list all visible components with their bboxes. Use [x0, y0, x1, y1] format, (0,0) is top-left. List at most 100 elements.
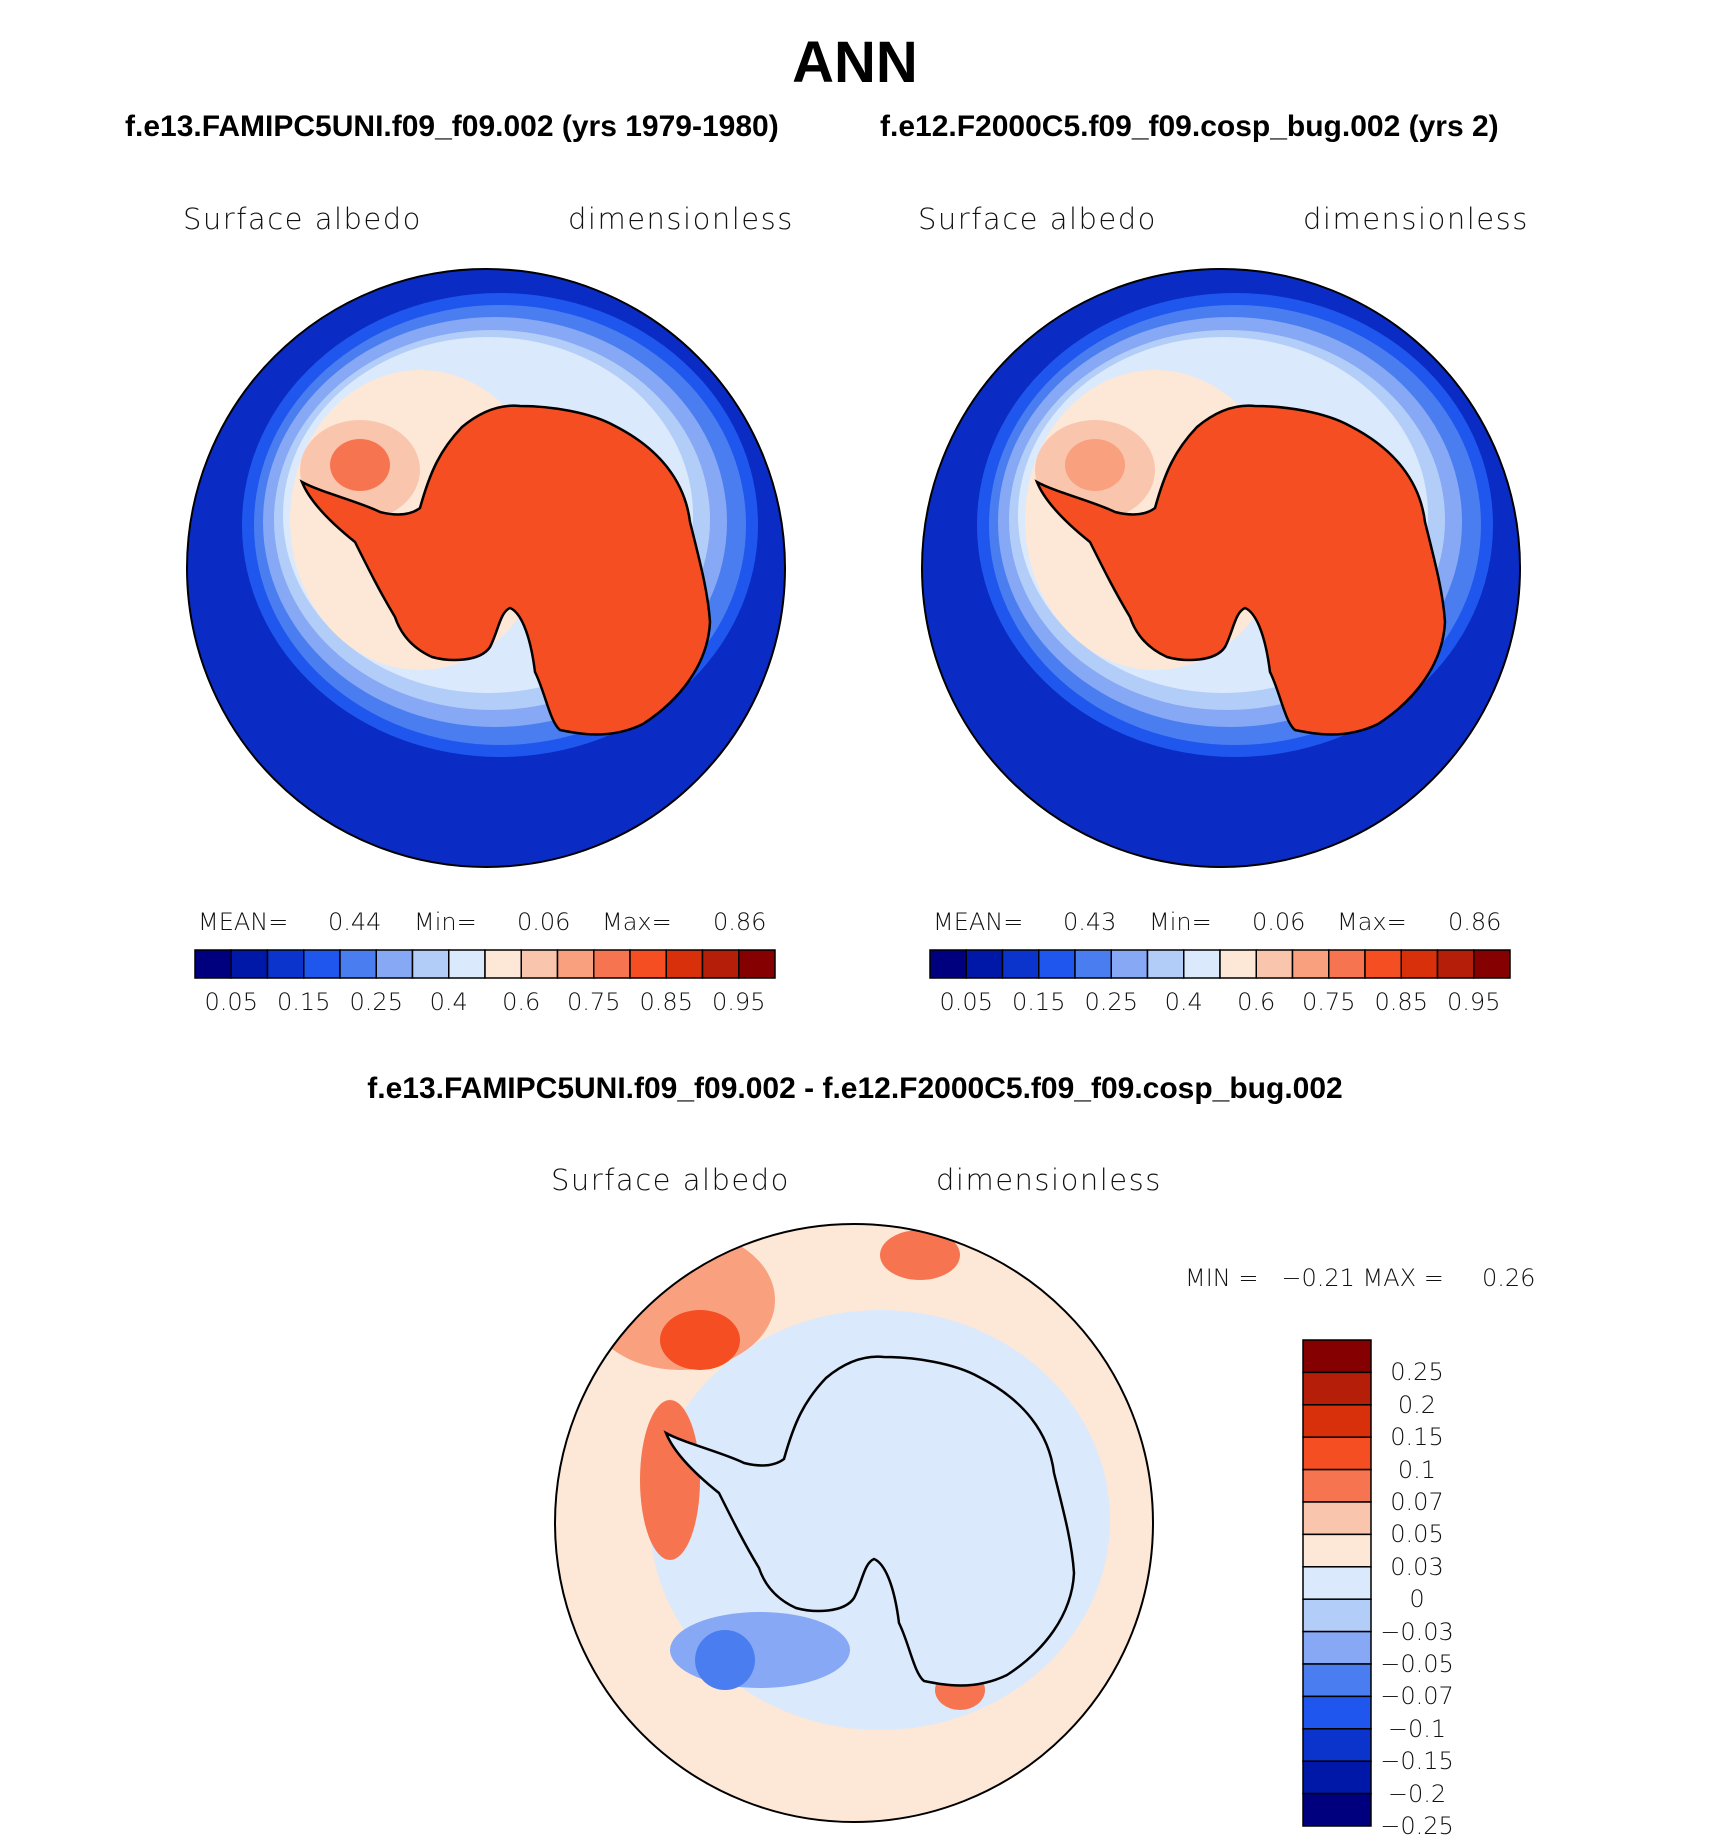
- diff-map: [554, 1223, 1154, 1823]
- colorbar-swatch: [929, 949, 967, 979]
- colorbar-swatch: [411, 949, 450, 979]
- colorbar-swatch: [1302, 1760, 1372, 1795]
- colorbar-swatch: [375, 949, 414, 979]
- panel-2-min-label: Min=: [1149, 908, 1212, 936]
- colorbar-swatch: [1038, 949, 1076, 979]
- diff-minmax: MIN = −0.21 MAX = 0.26: [1185, 1264, 1536, 1292]
- colorbar-swatch: [1302, 1436, 1372, 1471]
- panel-1-colorbar: [194, 949, 776, 979]
- panel-2-max-value: 0.86: [1448, 908, 1502, 936]
- colorbar-tick-label: 0.15: [1012, 988, 1066, 1016]
- colorbar-swatch: [665, 949, 704, 979]
- panel-1-min-value: 0.06: [517, 908, 571, 936]
- main-title: ANN: [792, 30, 918, 95]
- diff-colorbar: [1302, 1339, 1372, 1827]
- colorbar-swatch: [339, 949, 377, 979]
- colorbar-tick-label: 0.85: [639, 988, 693, 1016]
- panel-2-max-label: Max=: [1337, 908, 1407, 936]
- panel-1-mean-value: 0.44: [328, 908, 382, 936]
- colorbar-tick-label: 0.03: [1390, 1552, 1444, 1581]
- colorbar-swatch: [1400, 949, 1439, 979]
- colorbar-swatch: [1302, 1792, 1372, 1827]
- colorbar-swatch: [1302, 1695, 1372, 1730]
- colorbar-swatch: [1291, 949, 1330, 979]
- panel-1-case-title: f.e13.FAMIPC5UNI.f09_f09.002 (yrs 1979-1…: [125, 110, 779, 143]
- panel-1-variable: Surface albedo: [183, 202, 422, 236]
- colorbar-swatch: [1302, 1533, 1372, 1568]
- colorbar-tick-label: 0.25: [1390, 1358, 1444, 1387]
- panel-2-units: dimensionless: [1303, 202, 1529, 236]
- colorbar-swatch: [1302, 1598, 1372, 1633]
- colorbar-swatch: [1146, 949, 1185, 979]
- colorbar-tick-label: 0.6: [1237, 988, 1276, 1016]
- panel-2-map: [921, 268, 1521, 868]
- colorbar-tick-label: 0.75: [567, 988, 621, 1016]
- colorbar-swatch: [194, 949, 232, 979]
- panel-2-min-value: 0.06: [1252, 908, 1306, 936]
- colorbar-tick-label: 0.6: [502, 988, 541, 1016]
- colorbar-swatch: [1302, 1566, 1372, 1600]
- colorbar-swatch: [230, 949, 269, 979]
- colorbar-swatch: [484, 949, 522, 979]
- colorbar-tick-label: 0.25: [1084, 988, 1138, 1016]
- diff-units: dimensionless: [936, 1163, 1162, 1197]
- colorbar-tick-label: −0.03: [1380, 1617, 1454, 1646]
- colorbar-swatch: [1302, 1728, 1372, 1762]
- panel-1-max-label: Max=: [602, 908, 672, 936]
- colorbar-tick-label: −0.15: [1380, 1747, 1454, 1776]
- panel-2-case-title: f.e12.F2000C5.f09_f09.cosp_bug.002 (yrs …: [880, 110, 1499, 143]
- colorbar-tick-label: 0.95: [712, 988, 766, 1016]
- colorbar-tick-label: 0.05: [939, 988, 993, 1016]
- colorbar-tick-label: −0.25: [1380, 1812, 1454, 1840]
- colorbar-swatch: [1328, 949, 1366, 979]
- panel-1-map: [186, 268, 786, 868]
- colorbar-tick-label: 0.15: [1390, 1423, 1444, 1452]
- colorbar-swatch: [266, 949, 305, 979]
- panel-1-max-value: 0.86: [713, 908, 767, 936]
- colorbar-tick-label: 0.15: [277, 988, 331, 1016]
- colorbar-tick-label: 0.4: [1164, 988, 1203, 1016]
- colorbar-tick-label: 0.4: [429, 988, 468, 1016]
- panel-2-mean-value: 0.43: [1063, 908, 1117, 936]
- colorbar-tick-label: 0.05: [1390, 1520, 1444, 1549]
- diff-title: f.e13.FAMIPC5UNI.f09_f09.002 - f.e12.F20…: [367, 1072, 1343, 1105]
- colorbar-swatch: [1255, 949, 1294, 979]
- colorbar-swatch: [1302, 1339, 1372, 1374]
- colorbar-tick-label: 0.05: [204, 988, 258, 1016]
- colorbar-swatch: [1302, 1630, 1372, 1665]
- colorbar-swatch: [303, 949, 341, 979]
- colorbar-tick-label: 0.95: [1447, 988, 1501, 1016]
- colorbar-swatch: [556, 949, 595, 979]
- colorbar-tick-label: 0.85: [1374, 988, 1428, 1016]
- colorbar-swatch: [1473, 949, 1511, 979]
- colorbar-swatch: [1110, 949, 1149, 979]
- colorbar-swatch: [629, 949, 667, 979]
- colorbar-tick-label: 0: [1409, 1585, 1425, 1614]
- panel-1-units: dimensionless: [568, 202, 794, 236]
- colorbar-swatch: [448, 949, 486, 979]
- panel-2-mean-label: MEAN=: [933, 908, 1024, 936]
- colorbar-swatch: [1436, 949, 1475, 979]
- colorbar-swatch: [738, 949, 776, 979]
- diff-variable: Surface albedo: [551, 1163, 790, 1197]
- panel-2-variable: Surface albedo: [918, 202, 1157, 236]
- colorbar-swatch: [1183, 949, 1221, 979]
- colorbar-swatch: [965, 949, 1004, 979]
- colorbar-tick-label: 0.75: [1302, 988, 1356, 1016]
- colorbar-tick-label: 0.1: [1397, 1455, 1437, 1484]
- colorbar-swatch: [520, 949, 559, 979]
- colorbar-swatch: [1219, 949, 1257, 979]
- colorbar-tick-label: 0.25: [349, 988, 403, 1016]
- colorbar-tick-label: −0.05: [1380, 1650, 1454, 1678]
- colorbar-swatch: [593, 949, 631, 979]
- panel-1-mean-label: MEAN=: [198, 908, 289, 936]
- colorbar-swatch: [1364, 949, 1402, 979]
- colorbar-swatch: [701, 949, 740, 979]
- colorbar-swatch: [1302, 1371, 1372, 1406]
- colorbar-tick-label: −0.07: [1380, 1682, 1454, 1711]
- colorbar-swatch: [1302, 1404, 1372, 1438]
- panel-2-colorbar: [929, 949, 1511, 979]
- colorbar-tick-label: 0.2: [1397, 1390, 1437, 1419]
- colorbar-swatch: [1001, 949, 1040, 979]
